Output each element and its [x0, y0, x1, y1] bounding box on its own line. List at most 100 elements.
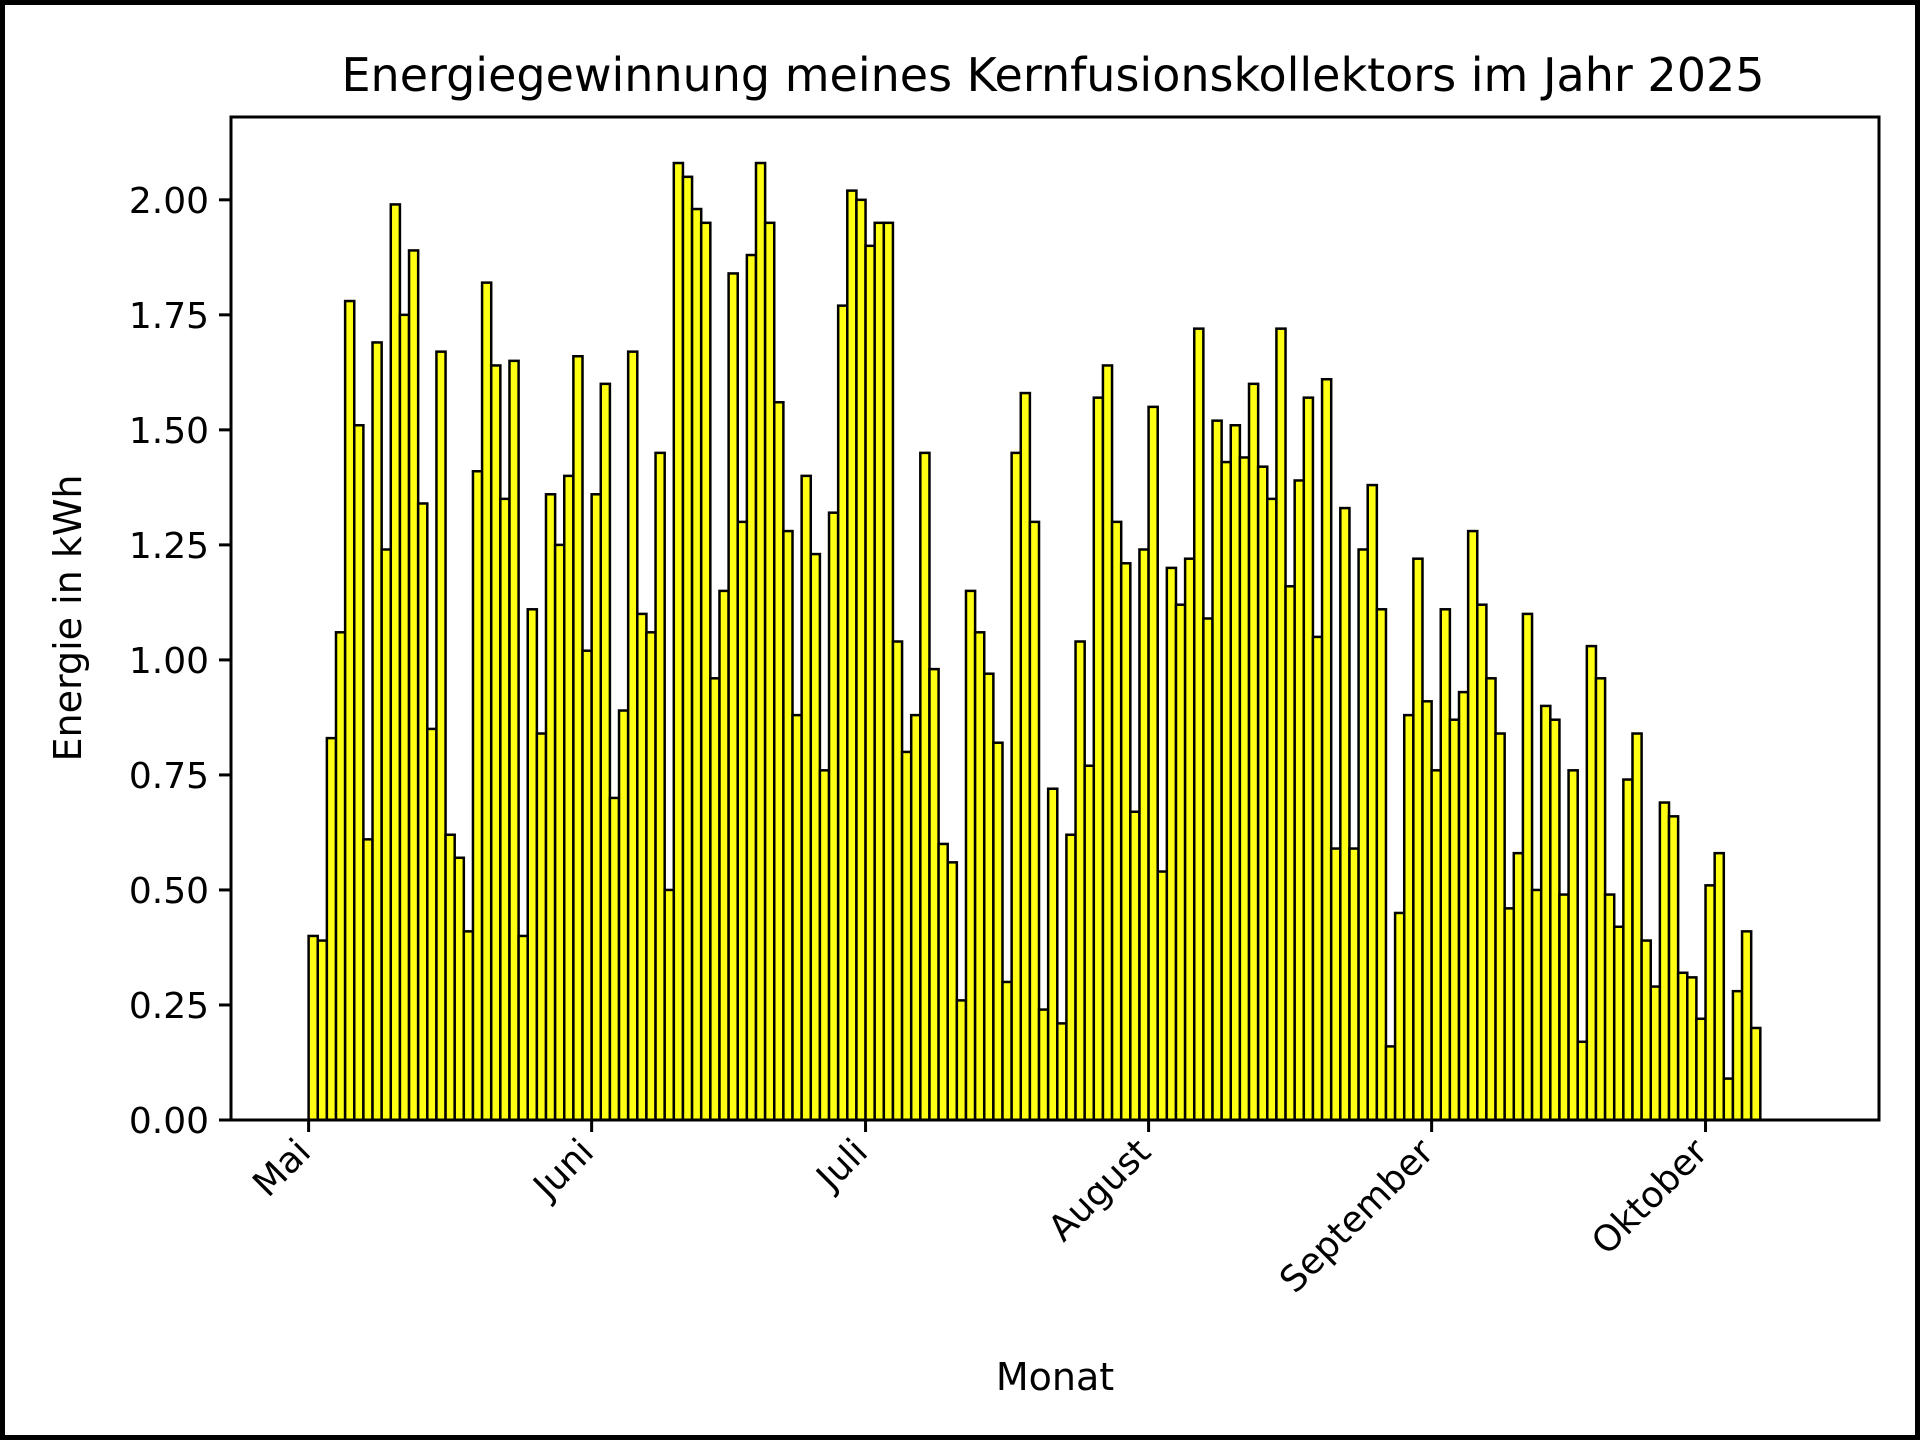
bar — [307, 934, 319, 1122]
bar — [855, 198, 867, 1122]
bar — [1165, 566, 1178, 1122]
bar — [325, 736, 338, 1122]
bar — [937, 842, 949, 1122]
bar — [1485, 677, 1497, 1122]
bar — [1612, 925, 1625, 1122]
bar — [1512, 851, 1525, 1122]
bar — [1457, 690, 1470, 1122]
bar — [1704, 884, 1716, 1122]
bar — [873, 221, 886, 1122]
bar — [909, 713, 922, 1122]
bar — [1695, 1017, 1707, 1122]
bar — [499, 497, 511, 1122]
bar — [709, 677, 721, 1122]
bar — [1558, 893, 1570, 1122]
bar — [1448, 718, 1461, 1122]
bar-chart: Energiegewinnung meines Kernfusionskolle… — [46, 48, 1881, 1399]
bar — [1147, 405, 1159, 1122]
bar — [928, 667, 940, 1122]
bar-series — [307, 161, 1762, 1122]
x-tick-label: August — [1041, 1131, 1159, 1249]
bar — [435, 350, 447, 1122]
bar — [1320, 378, 1333, 1122]
bar — [371, 341, 383, 1122]
bar — [1256, 465, 1269, 1122]
bar — [1293, 479, 1306, 1122]
bar — [681, 175, 694, 1122]
bar — [343, 299, 356, 1122]
bar — [1466, 529, 1479, 1122]
bar — [882, 221, 895, 1122]
bar — [645, 631, 657, 1122]
bar — [1311, 635, 1324, 1122]
bar — [316, 939, 329, 1122]
bar — [1375, 608, 1388, 1122]
bar — [1046, 787, 1059, 1122]
bar — [1722, 1077, 1735, 1122]
bar — [745, 253, 758, 1122]
bar — [1749, 1026, 1762, 1122]
bar — [517, 934, 529, 1122]
bar — [1494, 732, 1506, 1122]
bar — [992, 741, 1004, 1122]
bar — [827, 511, 840, 1122]
bar — [1220, 460, 1233, 1122]
bar — [1713, 851, 1726, 1122]
y-axis-label: Energie in kWh — [46, 475, 90, 762]
x-tick-label: Juni — [525, 1131, 602, 1208]
bar — [553, 543, 566, 1122]
bar — [572, 355, 584, 1122]
y-axis: 0.00 0.25 0.50 0.75 1.00 1.25 1.50 1.75 2.00 — [129, 181, 231, 1142]
bar — [1640, 939, 1652, 1122]
bar — [1622, 778, 1634, 1122]
bar — [1202, 617, 1214, 1122]
bar — [846, 189, 858, 1122]
bar — [1010, 451, 1023, 1122]
bar — [1676, 971, 1689, 1122]
bar — [763, 221, 776, 1122]
bar — [1384, 1045, 1397, 1122]
y-tick-label: 1.50 — [129, 411, 209, 452]
bar — [471, 470, 484, 1122]
bar — [1284, 585, 1296, 1122]
y-tick-label: 1.00 — [129, 641, 209, 682]
bar — [1412, 557, 1424, 1122]
bar — [1028, 520, 1041, 1122]
bar — [718, 589, 730, 1122]
bar — [398, 313, 411, 1122]
bar — [1083, 764, 1096, 1122]
bar — [1731, 989, 1744, 1122]
bar — [1183, 557, 1196, 1122]
bar — [362, 838, 374, 1122]
bar — [535, 732, 548, 1122]
bar — [1056, 1022, 1068, 1122]
y-tick-label: 0.00 — [129, 1101, 209, 1142]
bar — [1138, 548, 1150, 1122]
bar — [581, 649, 593, 1122]
y-tick-label: 0.50 — [129, 871, 209, 912]
bar — [1503, 907, 1516, 1122]
bar — [1366, 483, 1379, 1122]
bar — [1119, 562, 1132, 1122]
bar — [727, 272, 739, 1122]
bar — [900, 750, 913, 1122]
x-axis-label: Monat — [996, 1355, 1114, 1399]
bar — [608, 796, 621, 1122]
bar — [791, 713, 803, 1122]
bar — [1649, 985, 1662, 1122]
bar — [773, 401, 785, 1122]
bar — [699, 221, 712, 1122]
bar — [864, 244, 876, 1122]
y-tick-label: 1.75 — [129, 296, 209, 337]
bar — [1074, 640, 1086, 1122]
bar — [1339, 506, 1351, 1122]
bar — [754, 161, 767, 1122]
x-tick-label: Mai — [245, 1131, 319, 1205]
chart-title: Energiegewinnung meines Kernfusionskolle… — [341, 48, 1764, 102]
bar — [1092, 396, 1105, 1122]
bar — [736, 520, 749, 1122]
bar — [526, 608, 539, 1122]
bar — [919, 451, 931, 1122]
bar — [663, 888, 676, 1122]
